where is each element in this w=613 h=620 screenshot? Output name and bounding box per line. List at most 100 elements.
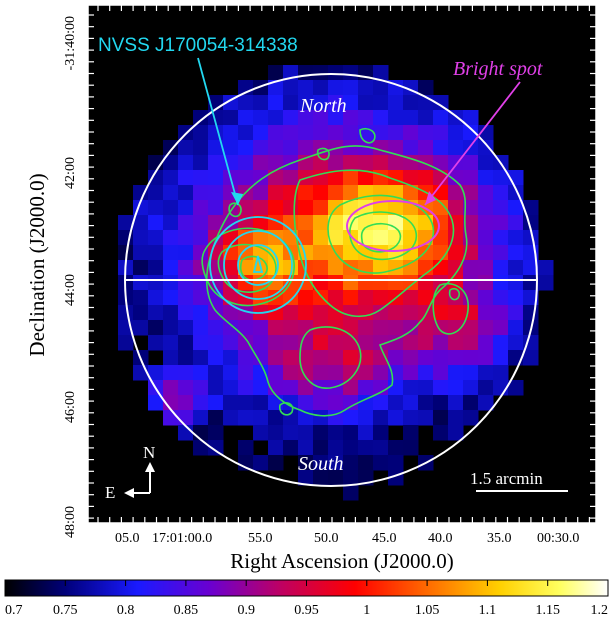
map-pixel <box>238 320 254 336</box>
map-pixel <box>148 320 164 336</box>
map-pixel <box>448 380 464 396</box>
colorbar-tick-label: 1 <box>363 603 370 618</box>
map-pixel <box>148 230 164 246</box>
map-pixel <box>388 140 404 156</box>
map-pixel <box>178 335 194 351</box>
map-pixel <box>268 455 284 471</box>
map-pixel <box>463 365 479 381</box>
map-pixel <box>388 110 404 126</box>
map-pixel <box>358 290 374 306</box>
map-pixel <box>373 230 389 246</box>
map-pixel <box>508 245 524 261</box>
map-pixel <box>313 110 329 126</box>
map-pixel <box>358 425 374 441</box>
map-pixel <box>373 275 389 291</box>
map-pixel <box>358 140 374 156</box>
map-pixel <box>493 335 509 351</box>
map-pixel <box>463 380 479 396</box>
map-pixel <box>493 230 509 246</box>
map-pixel <box>253 140 269 156</box>
map-pixel <box>118 305 134 321</box>
map-pixel <box>268 95 284 111</box>
ra-tick-label: 55.0 <box>248 531 273 546</box>
map-pixel <box>238 410 254 426</box>
map-pixel <box>298 425 314 441</box>
map-pixel <box>133 305 149 321</box>
map-pixel <box>493 290 509 306</box>
map-pixel <box>358 80 374 96</box>
map-pixel <box>433 350 449 366</box>
map-pixel <box>508 275 524 291</box>
compass: N E <box>105 443 155 502</box>
map-pixel <box>253 410 269 426</box>
map-pixel <box>478 395 494 411</box>
colorbar-tick-label: 1.15 <box>535 603 560 618</box>
map-pixel <box>298 215 314 231</box>
map-pixel <box>418 350 434 366</box>
map-pixel <box>178 185 194 201</box>
map-pixel <box>478 290 494 306</box>
map-pixel <box>433 425 449 441</box>
map-pixel <box>253 335 269 351</box>
map-pixel <box>418 395 434 411</box>
map-pixel <box>208 110 224 126</box>
map-pixel <box>163 200 179 216</box>
map-pixel <box>373 125 389 141</box>
colorbar-tick-label: 1.2 <box>591 603 609 618</box>
map-pixel <box>313 440 329 456</box>
frame-ticks <box>88 5 596 523</box>
map-pixel <box>463 395 479 411</box>
map-pixel <box>508 380 524 396</box>
map-pixel <box>223 305 239 321</box>
map-pixel <box>403 365 419 381</box>
map-pixel <box>208 440 224 456</box>
map-pixel <box>283 320 299 336</box>
map-pixel <box>328 455 344 471</box>
map-pixel <box>463 275 479 291</box>
map-pixel <box>448 170 464 186</box>
map-pixel <box>298 395 314 411</box>
map-pixel <box>463 185 479 201</box>
map-pixel <box>343 320 359 336</box>
map-pixel <box>403 410 419 426</box>
map-pixel <box>508 290 524 306</box>
map-pixel <box>178 320 194 336</box>
map-pixel <box>283 290 299 306</box>
map-pixel <box>493 200 509 216</box>
map-pixel <box>313 260 329 276</box>
dec-tick-label: 44:00 <box>63 274 78 306</box>
map-pixel <box>253 395 269 411</box>
map-pixel <box>223 260 239 276</box>
map-pixel <box>403 290 419 306</box>
map-pixel <box>223 125 239 141</box>
map-pixel <box>433 140 449 156</box>
map-pixel <box>193 290 209 306</box>
map-pixel <box>163 170 179 186</box>
map-pixel <box>328 275 344 291</box>
map-pixel <box>178 215 194 231</box>
map-pixel <box>223 350 239 366</box>
map-pixel <box>238 275 254 291</box>
ra-tick-label: 00:30.0 <box>537 531 579 546</box>
map-pixel <box>328 440 344 456</box>
map-pixel <box>163 290 179 306</box>
map-pixel <box>313 155 329 171</box>
map-pixel <box>388 125 404 141</box>
map-pixel <box>133 275 149 291</box>
map-pixel <box>133 185 149 201</box>
dec-tick-label: 42:00 <box>63 157 78 189</box>
map-pixel <box>223 365 239 381</box>
map-pixel <box>328 185 344 201</box>
map-pixel <box>178 200 194 216</box>
map-pixel <box>388 320 404 336</box>
map-pixel <box>328 380 344 396</box>
nvss-source-contours <box>209 216 307 314</box>
map-pixel <box>268 350 284 366</box>
ra-tick-label: 05.0 <box>115 531 140 546</box>
map-pixel <box>448 320 464 336</box>
map-pixel <box>373 215 389 231</box>
map-pixel <box>208 215 224 231</box>
map-pixel <box>208 305 224 321</box>
map-pixel <box>193 440 209 456</box>
